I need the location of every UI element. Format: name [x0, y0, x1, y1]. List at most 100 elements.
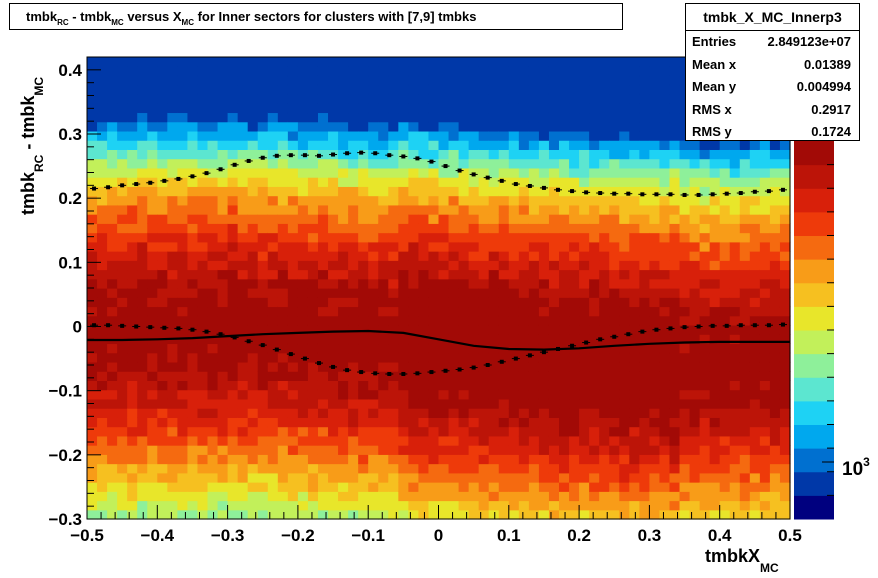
- heatmap-cell: [669, 121, 681, 132]
- heatmap-cell: [699, 186, 711, 197]
- heatmap-cell: [619, 435, 630, 446]
- heatmap-cell: [137, 57, 148, 67]
- heatmap-cell: [338, 223, 349, 234]
- heatmap-cell: [689, 398, 701, 409]
- heatmap-cell: [287, 112, 299, 123]
- heatmap-cell: [167, 500, 178, 511]
- heatmap-cell: [358, 371, 369, 381]
- heatmap-cell: [749, 361, 761, 372]
- heatmap-cell: [478, 334, 490, 345]
- heatmap-cell: [107, 140, 118, 150]
- heatmap-cell: [569, 361, 580, 372]
- heatmap-cell: [548, 408, 560, 418]
- heatmap-cell: [147, 278, 158, 289]
- heatmap-cell: [669, 167, 681, 178]
- heatmap-cell: [579, 380, 590, 391]
- lower-profile-point: [457, 367, 462, 372]
- heatmap-cell: [187, 158, 199, 169]
- heatmap-cell: [679, 112, 691, 123]
- lower-profile-point: [345, 368, 350, 373]
- heatmap-cell: [398, 112, 409, 123]
- heatmap-cell: [378, 112, 389, 123]
- heatmap-cell: [378, 491, 389, 502]
- heatmap-cell: [779, 306, 791, 317]
- heatmap-cell: [167, 223, 178, 234]
- heatmap-cell: [518, 435, 530, 446]
- heatmap-cell: [468, 130, 480, 141]
- heatmap-cell: [649, 306, 661, 317]
- heatmap-cell: [669, 454, 681, 465]
- heatmap-cell: [358, 223, 369, 234]
- heatmap-cell: [247, 334, 259, 345]
- heatmap-cell: [428, 167, 440, 178]
- heatmap-cell: [779, 482, 791, 492]
- heatmap-cell: [659, 445, 671, 455]
- heatmap-cell: [247, 482, 259, 492]
- heatmap-cell: [438, 177, 450, 187]
- heatmap-cell: [127, 158, 138, 169]
- heatmap-cell: [237, 408, 249, 418]
- heatmap-cell: [739, 232, 751, 243]
- heatmap-cell: [468, 204, 480, 215]
- heatmap-cell: [779, 204, 791, 215]
- heatmap-cell: [679, 66, 691, 77]
- heatmap-cell: [267, 204, 279, 215]
- lower-profile-point: [682, 325, 687, 330]
- heatmap-cell: [408, 491, 420, 502]
- heatmap-cell: [619, 417, 630, 428]
- heatmap-cell: [398, 343, 409, 354]
- heatmap-cell: [287, 66, 299, 77]
- heatmap-cell: [659, 426, 671, 437]
- heatmap-cell: [358, 232, 369, 243]
- heatmap-cell: [428, 269, 440, 280]
- heatmap-cell: [227, 204, 239, 215]
- heatmap-cell: [729, 177, 741, 187]
- heatmap-cell: [779, 435, 791, 446]
- heatmap-cell: [378, 121, 389, 132]
- heatmap-cell: [157, 454, 168, 465]
- heatmap-cell: [147, 500, 158, 511]
- heatmap-cell: [227, 93, 239, 104]
- heatmap-cell: [569, 315, 580, 326]
- heatmap-cell: [699, 158, 711, 169]
- heatmap-cell: [769, 177, 781, 187]
- heatmap-cell: [559, 251, 570, 261]
- heatmap-cell: [689, 324, 701, 335]
- heatmap-cell: [538, 435, 550, 446]
- heatmap-cell: [749, 223, 761, 234]
- heatmap-cell: [699, 426, 711, 437]
- heatmap-cell: [177, 463, 189, 474]
- heatmap-cell: [408, 398, 420, 409]
- heatmap-cell: [709, 186, 721, 197]
- heatmap-cell: [187, 241, 199, 252]
- heatmap-cell: [257, 454, 269, 465]
- heatmap-cell: [297, 112, 309, 123]
- heatmap-cell: [669, 66, 681, 77]
- heatmap-cell: [137, 463, 148, 474]
- heatmap-cell: [569, 112, 580, 123]
- heatmap-cell: [749, 454, 761, 465]
- heatmap-cell: [277, 472, 289, 483]
- y-tick-label: 0.2: [58, 189, 82, 208]
- heatmap-cell: [368, 260, 379, 271]
- heatmap-cell: [739, 334, 751, 345]
- heatmap-cell: [187, 472, 199, 483]
- heatmap-cell: [629, 352, 640, 363]
- heatmap-cell: [428, 278, 440, 289]
- heatmap-cell: [548, 306, 560, 317]
- heatmap-cell: [709, 380, 721, 391]
- heatmap-cell: [388, 278, 399, 289]
- heatmap-cell: [207, 417, 219, 428]
- heatmap-cell: [448, 140, 460, 150]
- heatmap-cell: [699, 315, 711, 326]
- heatmap-cell: [589, 130, 600, 141]
- heatmap-cell: [227, 75, 239, 86]
- heatmap-cell: [689, 408, 701, 418]
- heatmap-cell: [428, 214, 440, 224]
- heatmap-cell: [729, 509, 741, 520]
- heatmap-cell: [559, 435, 570, 446]
- heatmap-cell: [107, 84, 118, 95]
- heatmap-cell: [338, 408, 349, 418]
- heatmap-cell: [739, 177, 751, 187]
- heatmap-cell: [599, 445, 610, 455]
